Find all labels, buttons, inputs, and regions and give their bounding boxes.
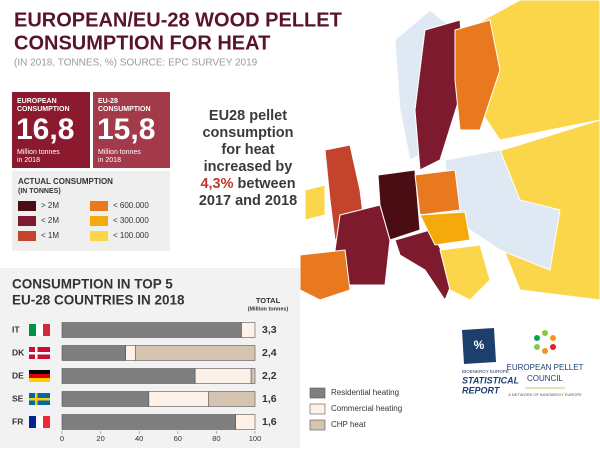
stat-box-texts: EUROPEAN CONSUMPTION 16,8 Million tonnes… [16,98,155,164]
box-unit: in 2018 [98,157,121,164]
legend-label: > 2M [41,201,59,210]
legend-swatch [90,201,108,211]
x-tick-label: 60 [174,434,182,443]
legend-swatch [309,387,326,399]
statement-text: EU28 pellet consumption for heat increas… [202,108,294,175]
totals-unit: (Million tonnes) [248,306,289,312]
total-label: 1,6 [262,416,277,428]
legend-label: < 2M [41,216,59,225]
x-tick-label: 0 [60,434,64,443]
bar-segment [61,368,196,384]
flags [29,324,50,428]
box-unit: Million tonnes [98,149,141,156]
chart: IT 3,3 DK 2,4 DE 2,2 SE 1,6 FR 1,6 0 20 40 60 80 100 Res… [12,322,402,443]
legend-swatch [309,419,326,431]
title: CONSUMPTION FOR HEAT [14,32,270,54]
legend-label: CHP heat [331,420,366,429]
stat-box [12,92,90,168]
category-label: IT [12,324,20,334]
legend-title: (IN TONNES) [18,188,61,195]
box-label: CONSUMPTION [17,106,70,113]
map-legend: > 2M < 2M < 1M < 600.000 < 300.000 < 100.000 [18,201,149,241]
x-tick-label: 80 [212,434,220,443]
bar-segment [61,391,150,407]
bar-segment [61,322,242,338]
total-label: 1,6 [262,393,277,405]
x-tick-label: 40 [135,434,143,443]
legend-label: < 100.000 [113,231,149,240]
subtitle: (IN 2018, TONNES, %) SOURCE: EPC SURVEY … [14,58,258,69]
bar-segment [61,345,126,361]
statement: EU28 pellet consumption for heat increas… [192,108,304,210]
chart-title: EU-28 COUNTRIES IN 2018 [12,293,185,308]
legend-swatch [309,403,326,415]
category-label: SE [12,393,24,403]
statement-highlight: 4,3% [200,176,234,192]
svg-text:%: % [474,338,485,352]
box-label: EU-28 [98,98,118,105]
total-label: 2,2 [262,370,277,382]
bar-segment [194,368,252,384]
category-label: DK [12,347,25,357]
box-unit: Million tonnes [17,149,60,156]
logo-text: COUNCIL [527,374,564,383]
bar-segment [125,345,136,361]
box-value: 15,8 [97,113,155,146]
bar-segment [135,345,256,361]
legend-label: < 600.000 [113,201,149,210]
box-label: EUROPEAN [17,98,57,105]
legend-swatch [90,216,108,226]
category-label: FR [12,416,23,426]
legend-label: Residential heating [331,388,399,397]
legend-swatch [18,201,36,211]
category-label: DE [12,370,24,380]
box-value: 16,8 [16,113,74,146]
x-tick-label: 20 [96,434,104,443]
box-unit: in 2018 [17,157,40,164]
bar-segment [235,414,256,430]
stat-box [93,92,170,168]
logo-text: BIOENERGY EUROPE [462,369,509,374]
bar-segment [241,322,256,338]
legend-swatch [18,231,36,241]
logo-text: STATISTICAL [462,375,519,385]
total-label: 2,4 [262,347,277,359]
legend-label: Commercial heating [331,404,402,413]
legend-swatch [90,231,108,241]
title: EUROPEAN/EU-28 WOOD PELLET [14,9,342,31]
totals-title: TOTAL [256,296,281,305]
logo-text: EUROPEAN PELLET [507,363,584,372]
legend-label: < 300.000 [113,216,149,225]
logo-text: REPORT [462,385,501,395]
bar-segment [148,391,209,407]
bar-segment [250,368,256,384]
legend-title: ACTUAL CONSUMPTION [18,177,113,186]
x-tick-label: 100 [249,434,262,443]
box-label: CONSUMPTION [98,106,151,113]
bar-segment [61,414,236,430]
legend-label: < 1M [41,231,59,240]
total-label: 3,3 [262,324,277,336]
logos: % BIOENERGY EUROPE STATISTICAL REPORT EU… [462,328,584,397]
chart-title: CONSUMPTION IN TOP 5 [12,277,173,292]
logo-text: A NETWORK OF BIOENERGY EUROPE [508,392,582,397]
bar-segment [208,391,256,407]
map [299,0,600,302]
statement-text: between 2017 and 2018 [198,176,298,209]
legend-swatch [18,216,36,226]
